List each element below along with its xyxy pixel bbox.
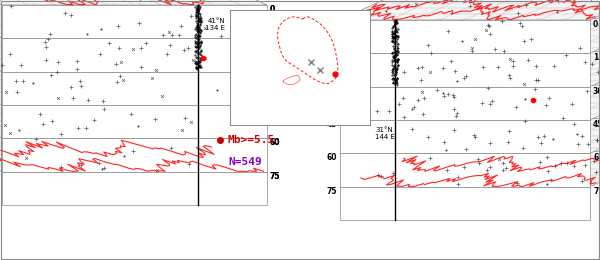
Text: 31°N
144 E: 31°N 144 E (375, 127, 395, 140)
Text: 30: 30 (593, 87, 600, 96)
Text: 45: 45 (270, 105, 280, 114)
Text: 15: 15 (593, 53, 600, 62)
Text: 45: 45 (326, 120, 337, 129)
Polygon shape (340, 53, 590, 87)
Text: 60: 60 (270, 138, 281, 147)
Polygon shape (340, 118, 600, 153)
Polygon shape (340, 120, 590, 153)
Polygon shape (2, 5, 267, 38)
Text: 75: 75 (270, 172, 281, 181)
Text: 60: 60 (270, 138, 281, 147)
Polygon shape (340, 152, 600, 187)
Polygon shape (2, 72, 267, 105)
Text: 0: 0 (332, 20, 337, 29)
Text: 15: 15 (270, 38, 280, 47)
Polygon shape (0, 0, 267, 5)
Text: 75: 75 (270, 172, 281, 181)
Text: 0: 0 (270, 5, 275, 14)
Polygon shape (0, 70, 267, 105)
Polygon shape (340, 52, 600, 87)
Text: 75: 75 (593, 187, 600, 196)
Text: 15: 15 (326, 53, 337, 62)
Polygon shape (0, 3, 267, 38)
Polygon shape (0, 37, 267, 72)
Polygon shape (2, 172, 267, 205)
Polygon shape (2, 138, 267, 172)
Text: 45: 45 (270, 105, 280, 114)
Text: 30: 30 (270, 72, 281, 81)
Text: 60: 60 (593, 153, 600, 162)
Text: N=549: N=549 (228, 157, 262, 167)
Polygon shape (0, 137, 267, 172)
Text: 0: 0 (270, 5, 275, 14)
Polygon shape (340, 153, 590, 187)
Text: 30: 30 (270, 72, 281, 81)
Text: 75: 75 (326, 187, 337, 196)
Text: 60: 60 (326, 153, 337, 162)
Polygon shape (340, 0, 600, 20)
Text: 30: 30 (326, 87, 337, 96)
Text: 41°N
134 E: 41°N 134 E (205, 18, 225, 31)
Polygon shape (340, 87, 590, 120)
Text: 45: 45 (593, 120, 600, 129)
Text: Mb>=5.5: Mb>=5.5 (228, 135, 275, 145)
Polygon shape (340, 187, 590, 220)
Polygon shape (2, 105, 267, 138)
Text: 15: 15 (270, 38, 280, 47)
Polygon shape (2, 38, 267, 72)
Polygon shape (340, 85, 600, 120)
Polygon shape (340, 20, 590, 53)
Text: 0: 0 (593, 20, 598, 29)
Polygon shape (0, 103, 267, 138)
Polygon shape (340, 18, 600, 53)
